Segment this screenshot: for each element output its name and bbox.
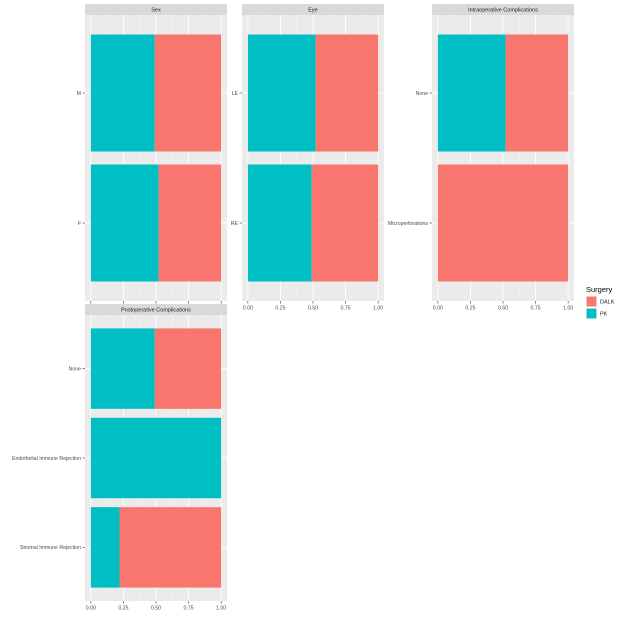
x-tick-label: 0.50: [308, 306, 318, 312]
panel-strip: [85, 4, 227, 15]
panel-title: Postoperative Complications: [121, 308, 191, 314]
y-tick-label: None: [69, 366, 82, 372]
bar-dalk-1: [311, 164, 379, 282]
bar-pk-0: [90, 34, 155, 152]
x-tick-label: 0.50: [498, 306, 508, 312]
x-tick-label: 0.75: [341, 306, 351, 312]
bar-pk-1: [90, 417, 222, 499]
panel-strip: [85, 304, 227, 315]
y-tick-label: Stromal Immune Rejection: [20, 545, 81, 551]
x-tick-label: 0.75: [531, 306, 541, 312]
legend-key-dalk: [586, 296, 597, 307]
bar-pk-1: [90, 164, 159, 282]
x-tick-label: 0.75: [184, 606, 194, 612]
panel-0: SexMF0.000.250.500.751.00: [77, 4, 227, 312]
y-tick-label: Microperforations: [388, 221, 428, 227]
x-tick-label: 1.00: [563, 306, 573, 312]
bar-dalk-1: [158, 164, 222, 282]
x-tick-label: 0.25: [465, 306, 475, 312]
x-tick-label: 1.00: [216, 606, 226, 612]
legend-label-dalk: DALK: [600, 300, 615, 306]
panel-2: Intraoperative Complications None Microper…: [388, 4, 574, 312]
legend-title: Surgery: [586, 285, 613, 294]
x-tick-label: 0.25: [275, 306, 285, 312]
y-tick-label: M: [77, 91, 81, 97]
y-tick-label: Endothelial Immune Rejection: [12, 456, 81, 462]
y-tick-label: RE: [231, 221, 239, 227]
bar-pk-0: [247, 34, 316, 152]
x-tick-label: 1.00: [373, 306, 383, 312]
bar-dalk-2: [119, 507, 222, 588]
bar-dalk-0: [315, 34, 379, 152]
x-tick-label: 0.25: [118, 606, 128, 612]
legend: Surgery DALK PK: [586, 285, 615, 319]
y-tick-label: LE: [232, 91, 239, 97]
bar-dalk-0: [154, 34, 222, 152]
panel-strip: [242, 4, 384, 15]
y-tick-label: None: [416, 91, 429, 97]
y-tick-label: F: [78, 221, 81, 227]
x-tick-label: 0.50: [151, 606, 161, 612]
panel-title: Intraoperative Complications: [468, 8, 538, 14]
panel-strip: [432, 4, 574, 15]
bar-pk-1: [247, 164, 312, 282]
bar-pk-0: [437, 34, 506, 152]
legend-key-pk: [586, 308, 597, 319]
panel-1: Eye LE RE 0.00 0.25 0.50 0.75 1.00: [231, 4, 384, 312]
legend-label-pk: PK: [600, 312, 608, 318]
bar-dalk-0: [154, 328, 222, 409]
panel-3: Postoperative Complications None Endotheli…: [12, 304, 227, 612]
panel-title: Eye: [308, 8, 317, 14]
x-tick-label: 0.00: [243, 306, 253, 312]
bar-pk-2: [90, 507, 120, 588]
x-tick-label: 0.00: [86, 606, 96, 612]
bar-dalk-0: [505, 34, 569, 152]
bar-pk-0: [90, 328, 155, 409]
bar-dalk-1: [437, 164, 569, 282]
panel-title: Sex: [151, 8, 161, 14]
x-tick-label: 0.00: [433, 306, 443, 312]
